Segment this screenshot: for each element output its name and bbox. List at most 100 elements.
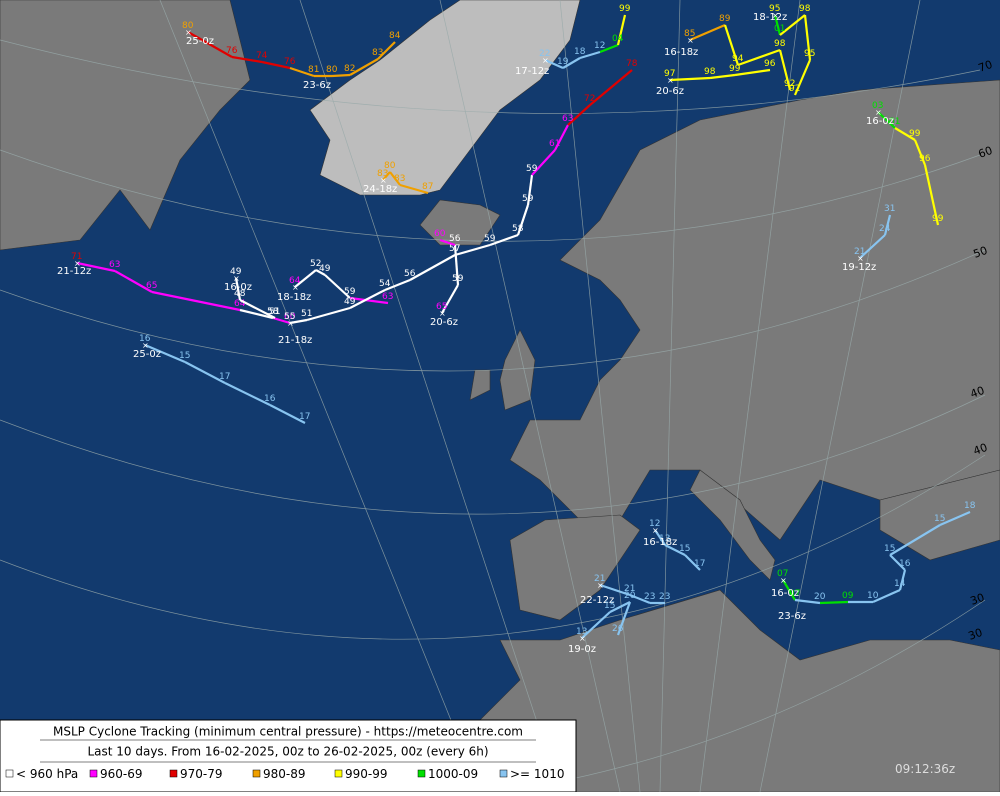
pressure-label: 23 <box>644 592 655 602</box>
track-segment <box>315 269 326 276</box>
track-start-marker: × <box>542 56 549 65</box>
track-segment <box>306 306 351 322</box>
track-segment <box>889 524 941 556</box>
pressure-label: 78 <box>626 59 638 69</box>
pressure-label: 07 <box>777 569 788 579</box>
track-start-marker: × <box>857 254 864 263</box>
pressure-label: 94 <box>732 54 744 64</box>
track-name: 19-0z <box>568 644 596 655</box>
track-name: 20-6z <box>656 86 684 97</box>
track-segment <box>616 601 632 636</box>
track-segment <box>684 554 701 571</box>
track-segment <box>778 49 792 91</box>
track-segment <box>872 588 901 604</box>
timestamp: 09:12:36z <box>895 762 955 776</box>
pressure-label: 95 <box>769 4 780 14</box>
track-start-marker: × <box>185 28 192 37</box>
track-start-marker: × <box>292 283 299 292</box>
pressure-label: 84 <box>389 31 401 41</box>
pressure-label: 56 <box>449 234 461 244</box>
pressure-label: 99 <box>909 129 921 139</box>
track-segment <box>877 111 896 129</box>
track-segment <box>669 76 711 82</box>
track-name: 16-0z <box>224 282 252 293</box>
track-segment <box>269 404 306 424</box>
legend-swatch <box>499 769 508 778</box>
track-segment <box>664 544 686 556</box>
track-segment <box>883 214 892 236</box>
pressure-label: 13 <box>576 627 587 637</box>
track-segment <box>599 583 631 597</box>
track-segment <box>144 343 186 364</box>
pressure-label: 59 <box>522 194 534 204</box>
track-name: 21-18z <box>278 335 312 346</box>
track-segment <box>579 50 601 60</box>
pressure-label: 59 <box>484 234 496 244</box>
pressure-label: 54 <box>379 279 391 289</box>
pressure-label: 49 <box>230 267 242 277</box>
pressure-label: 01 <box>889 117 900 127</box>
pressure-label: 82 <box>344 64 355 74</box>
pressure-label: 16 <box>899 559 911 569</box>
pressure-label: 48 <box>234 289 246 299</box>
track-segment <box>399 183 429 195</box>
track-start-marker: × <box>772 11 779 20</box>
pressure-label: 18 <box>574 47 586 57</box>
pressure-label: 04 <box>612 34 624 44</box>
track-segment <box>913 139 927 166</box>
track-name: 18-12z <box>753 12 787 23</box>
pressure-label: 19 <box>557 57 569 67</box>
track-segment <box>294 269 317 288</box>
track-segment <box>567 104 591 126</box>
pressure-label: 99 <box>619 4 631 14</box>
pressure-label: 65 <box>436 302 447 312</box>
pressure-label: 07 <box>789 589 800 599</box>
track-segment <box>489 233 519 247</box>
track-segment <box>526 174 534 206</box>
legend-label: 970-79 <box>180 767 223 781</box>
pressure-label: 15 <box>604 601 615 611</box>
pressure-label: 21 <box>594 574 605 584</box>
pressure-label: 17 <box>299 412 310 422</box>
track-segment <box>389 171 401 186</box>
track-segment <box>779 14 806 36</box>
pressure-label: 59 <box>452 274 464 284</box>
pressure-label: 56 <box>404 269 416 279</box>
track-segment <box>272 316 291 325</box>
pressure-label: 65 <box>146 281 157 291</box>
track-segment <box>939 510 971 527</box>
graticule-label: 70 <box>977 58 995 75</box>
track-segment <box>544 58 564 70</box>
legend-swatch <box>417 769 426 778</box>
track-start-marker: × <box>439 309 446 318</box>
track-start-marker: × <box>579 634 586 643</box>
track-segment <box>737 48 781 67</box>
track-segment <box>709 73 736 80</box>
pressure-label: 51 <box>269 307 280 317</box>
pressure-label: 21 <box>854 247 865 257</box>
track-segment <box>782 579 796 601</box>
pressure-label: 85 <box>684 29 695 39</box>
track-segment <box>803 14 812 61</box>
pressure-label: 20 <box>624 591 636 601</box>
track-segment <box>599 43 619 54</box>
track-start-marker: × <box>380 176 387 185</box>
track-segment <box>773 14 782 36</box>
track-tag: 23-6z <box>778 611 806 622</box>
track-segment <box>723 24 740 66</box>
track-tag: 23-6z <box>303 80 331 91</box>
track-segment <box>609 601 631 613</box>
track-start-marker: × <box>780 576 787 585</box>
pressure-label: 55 <box>284 312 295 322</box>
pressure-label: 98 <box>799 4 811 14</box>
track-name: 16-0z <box>771 588 799 599</box>
greenland <box>309 0 581 196</box>
track-segment <box>629 593 651 605</box>
pressure-label: 14 <box>894 579 906 589</box>
legend: < 960 hPa 960-69 970-79 980-89 990-99 1000-09… <box>5 767 564 781</box>
track-name: 22-12z <box>580 595 614 606</box>
pressure-label: 49 <box>344 297 356 307</box>
track-start-marker: × <box>74 259 81 268</box>
